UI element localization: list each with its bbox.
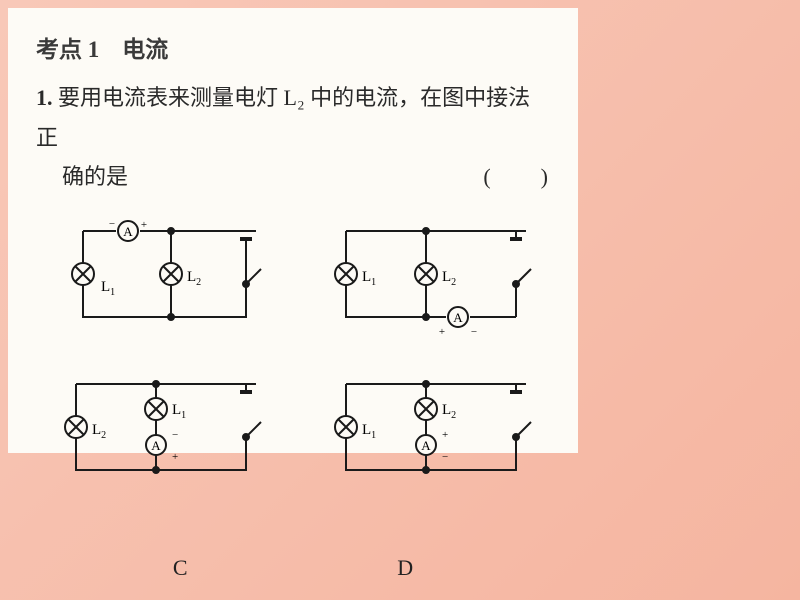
ammeter-label: A <box>421 438 431 453</box>
circuit-A: A − + L1 L2 <box>46 209 276 344</box>
minus-sign: − <box>471 326 477 338</box>
bulb-L1-label: L1 <box>172 402 186 421</box>
option-labels-row: C D <box>8 555 578 581</box>
circuit-D: L1 L2 A + − <box>316 362 546 497</box>
circuit-C: L2 L1 A − + <box>46 362 276 497</box>
question-number: 1. <box>36 85 53 110</box>
circuit-diagram-grid: A − + L1 L2 <box>36 209 550 497</box>
circuit-B: A + − L1 L2 <box>316 209 546 344</box>
plus-sign: + <box>172 451 178 463</box>
bulb-L1-label: L1 <box>101 279 115 298</box>
minus-sign: − <box>172 429 178 441</box>
bulb-L2-label: L2 <box>92 422 106 441</box>
bulb-L1-label: L1 <box>362 422 376 441</box>
circuit-B-cell: A + − L1 L2 <box>316 209 546 344</box>
plus-sign: + <box>442 429 448 441</box>
plus-sign: + <box>141 219 147 231</box>
bulb-L2-label: L2 <box>442 402 456 421</box>
bulb-L1-label: L1 <box>362 269 376 288</box>
option-C-label: C <box>173 555 188 581</box>
answer-blank: ( ) <box>483 157 550 197</box>
question-block: 1. 要用电流表来测量电灯 L₂ 中的电流，在图中接法正 确的是 ( ) <box>36 78 550 197</box>
ammeter-label: A <box>123 224 133 239</box>
circuit-C-cell: L2 L1 A − + <box>46 362 276 497</box>
question-line2-row: 确的是 ( ) <box>36 157 550 197</box>
circuit-D-cell: L1 L2 A + − <box>316 362 546 497</box>
circuit-A-cell: A − + L1 L2 <box>46 209 276 344</box>
plus-sign: + <box>439 326 445 338</box>
question-line2: 确的是 <box>62 157 128 197</box>
bulb-L2-label: L2 <box>442 269 456 288</box>
minus-sign: − <box>442 451 448 463</box>
option-D-label: D <box>397 555 413 581</box>
section-heading: 考点 1 电流 <box>36 30 550 64</box>
minus-sign: − <box>109 218 115 230</box>
ammeter-label: A <box>151 438 161 453</box>
bulb-L2-label: L2 <box>187 269 201 288</box>
worksheet-page: 考点 1 电流 1. 要用电流表来测量电灯 L₂ 中的电流，在图中接法正 确的是… <box>8 8 578 453</box>
ammeter-label: A <box>453 310 463 325</box>
question-line1: 要用电流表来测量电灯 L₂ 中的电流，在图中接法正 <box>36 85 530 150</box>
